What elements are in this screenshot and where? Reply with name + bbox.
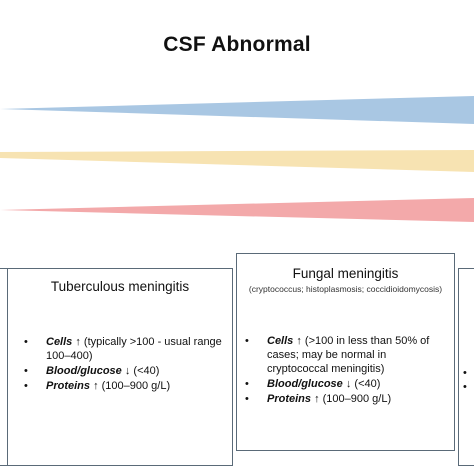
fungal-panel: Fungal meningitis (cryptococcus; histopl… — [236, 253, 455, 451]
list-item: • Cells ↑ (typically >100 - usual range … — [24, 335, 224, 363]
bullet-icon: • — [245, 393, 249, 405]
item-detail: ↑ (typically >100 - usual range 100–400) — [46, 336, 222, 362]
bullet-icon: • — [463, 367, 467, 379]
item-detail: ↑ (100–900 g/L) — [314, 393, 392, 405]
item-detail: ↓ (<40) — [345, 378, 381, 390]
tuberculous-panel: Tuberculous meningitis • Cells ↑ (typica… — [7, 268, 233, 466]
bullet-icon: • — [24, 380, 28, 392]
item-term: Proteins — [267, 393, 312, 405]
list-item: • Proteins ↑ (100–900 g/L) — [24, 379, 224, 393]
bullet-icon: • — [463, 381, 467, 393]
item-term: Cells — [46, 336, 73, 348]
list-item: • Blood/glucose ↓ (<40) — [24, 364, 224, 378]
bullet-icon: • — [24, 336, 28, 348]
yellow-wedge — [0, 150, 474, 172]
item-detail: ↑ (>100 in less than 50% of cases; may b… — [267, 335, 430, 375]
bullet-icon: • — [245, 378, 249, 390]
item-detail: ↑ (100–900 g/L) — [93, 380, 171, 392]
blue-wedge — [0, 96, 474, 124]
bullet-icon: • — [24, 365, 28, 377]
fungal-heading: Fungal meningitis — [292, 266, 399, 281]
bullet-icon: • — [245, 335, 249, 347]
tuberculous-list: • Cells ↑ (typically >100 - usual range … — [24, 335, 224, 394]
list-item: • Proteins ↑ (100–900 g/L) — [245, 392, 450, 406]
red-wedge — [0, 198, 474, 222]
item-term: Blood/glucose — [267, 378, 343, 390]
list-item: • Cells ↑ (>100 in less than 50% of case… — [245, 334, 450, 376]
fungal-list: • Cells ↑ (>100 in less than 50% of case… — [245, 334, 450, 407]
right-panel-edge: • • — [458, 268, 474, 466]
item-term: Proteins — [46, 380, 91, 392]
page-title: CSF Abnormal — [163, 33, 311, 56]
tuberculous-heading: Tuberculous meningitis — [50, 279, 190, 294]
fungal-subheading: (cryptococcus; histoplasmosis; coccidioi… — [248, 284, 443, 294]
list-item: • Blood/glucose ↓ (<40) — [245, 377, 450, 391]
item-term: Blood/glucose — [46, 365, 122, 377]
item-term: Cells — [267, 335, 294, 347]
item-detail: ↓ (<40) — [124, 365, 160, 377]
